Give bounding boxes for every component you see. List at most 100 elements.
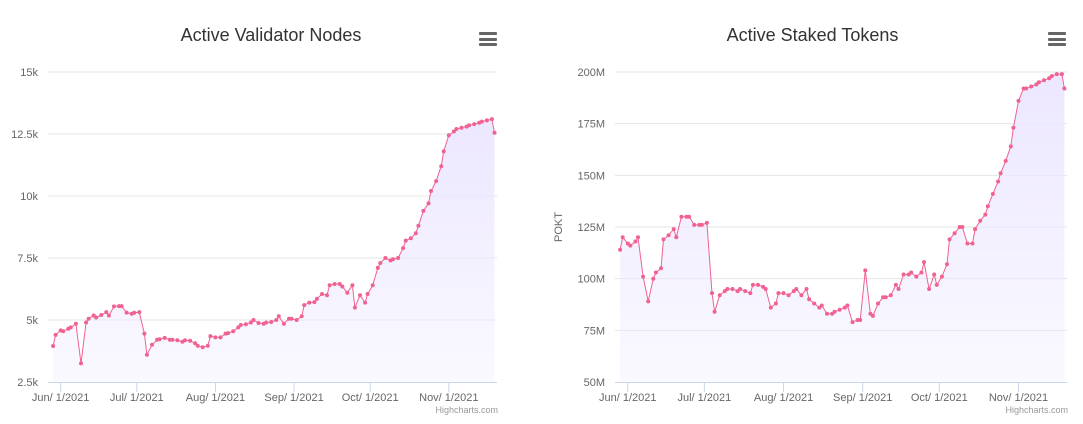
- data-point[interactable]: [274, 318, 279, 322]
- data-point[interactable]: [863, 268, 868, 273]
- data-point[interactable]: [426, 201, 431, 206]
- data-point[interactable]: [112, 304, 116, 309]
- data-point[interactable]: [641, 274, 646, 279]
- data-point[interactable]: [391, 257, 395, 262]
- data-point[interactable]: [337, 282, 342, 286]
- data-point[interactable]: [687, 214, 692, 219]
- data-point[interactable]: [730, 287, 735, 291]
- data-point[interactable]: [276, 314, 281, 319]
- data-point[interactable]: [985, 204, 990, 209]
- data-point[interactable]: [666, 233, 671, 238]
- data-point[interactable]: [876, 301, 880, 306]
- data-point[interactable]: [467, 123, 472, 128]
- data-point[interactable]: [653, 270, 658, 275]
- data-point[interactable]: [620, 235, 625, 240]
- data-point[interactable]: [73, 321, 78, 326]
- data-point[interactable]: [307, 300, 312, 305]
- chart-menu-icon[interactable]: [479, 32, 497, 48]
- data-point[interactable]: [383, 256, 388, 260]
- data-point[interactable]: [799, 293, 804, 298]
- data-point[interactable]: [794, 287, 799, 291]
- data-point[interactable]: [243, 322, 248, 327]
- data-point[interactable]: [661, 237, 666, 242]
- highcharts-credit[interactable]: Highcharts.com: [435, 405, 498, 415]
- data-point[interactable]: [365, 292, 370, 296]
- data-point[interactable]: [281, 321, 286, 326]
- data-point[interactable]: [106, 313, 111, 318]
- data-point[interactable]: [738, 287, 743, 291]
- data-point[interactable]: [850, 320, 855, 325]
- data-point[interactable]: [659, 266, 663, 271]
- data-point[interactable]: [1024, 86, 1029, 91]
- data-point[interactable]: [363, 300, 368, 305]
- data-point[interactable]: [743, 289, 748, 294]
- data-point[interactable]: [332, 282, 337, 286]
- data-point[interactable]: [893, 282, 898, 287]
- data-point[interactable]: [320, 292, 324, 296]
- data-point[interactable]: [888, 293, 893, 298]
- data-point[interactable]: [939, 274, 944, 279]
- data-point[interactable]: [325, 293, 329, 298]
- data-point[interactable]: [983, 212, 988, 217]
- data-point[interactable]: [104, 310, 109, 315]
- data-point[interactable]: [845, 303, 850, 308]
- data-point[interactable]: [264, 320, 269, 325]
- data-point[interactable]: [825, 311, 829, 316]
- data-point[interactable]: [226, 331, 231, 336]
- data-point[interactable]: [170, 337, 175, 342]
- data-point[interactable]: [408, 236, 413, 241]
- data-point[interactable]: [750, 282, 755, 287]
- data-point[interactable]: [289, 316, 294, 321]
- data-point[interactable]: [996, 179, 1001, 184]
- data-point[interactable]: [314, 296, 319, 301]
- data-point[interactable]: [231, 329, 236, 334]
- data-point[interactable]: [401, 246, 406, 251]
- data-point[interactable]: [922, 260, 926, 265]
- data-point[interactable]: [248, 320, 253, 325]
- data-point[interactable]: [218, 335, 223, 340]
- data-point[interactable]: [137, 310, 142, 315]
- data-point[interactable]: [79, 361, 83, 366]
- data-point[interactable]: [932, 272, 937, 277]
- data-point[interactable]: [914, 274, 919, 279]
- data-point[interactable]: [870, 313, 875, 318]
- data-point[interactable]: [812, 301, 817, 306]
- data-point[interactable]: [236, 325, 241, 330]
- data-point[interactable]: [773, 301, 778, 306]
- data-point[interactable]: [1029, 84, 1034, 89]
- data-point[interactable]: [901, 272, 906, 277]
- data-point[interactable]: [618, 247, 623, 252]
- data-point[interactable]: [973, 227, 978, 232]
- data-point[interactable]: [142, 331, 147, 336]
- data-point[interactable]: [370, 283, 375, 288]
- data-point[interactable]: [919, 270, 924, 275]
- data-point[interactable]: [712, 309, 717, 314]
- data-point[interactable]: [144, 352, 149, 357]
- data-point[interactable]: [934, 282, 939, 287]
- data-point[interactable]: [636, 235, 640, 240]
- data-point[interactable]: [208, 334, 213, 339]
- data-point[interactable]: [952, 231, 957, 236]
- data-point[interactable]: [84, 320, 89, 325]
- data-point[interactable]: [883, 295, 888, 300]
- data-point[interactable]: [439, 164, 444, 169]
- data-point[interactable]: [441, 149, 446, 154]
- data-point[interactable]: [947, 237, 952, 242]
- data-point[interactable]: [416, 223, 421, 228]
- data-point[interactable]: [175, 338, 180, 343]
- data-point[interactable]: [1054, 72, 1059, 77]
- data-point[interactable]: [927, 287, 932, 291]
- data-point[interactable]: [804, 287, 809, 291]
- data-point[interactable]: [704, 220, 709, 225]
- data-point[interactable]: [378, 261, 383, 265]
- data-point[interactable]: [68, 325, 73, 330]
- data-point[interactable]: [472, 122, 477, 127]
- data-point[interactable]: [651, 276, 656, 281]
- data-point[interactable]: [1011, 125, 1016, 130]
- data-point[interactable]: [978, 218, 983, 223]
- data-point[interactable]: [195, 343, 200, 348]
- data-point[interactable]: [99, 313, 104, 317]
- data-point[interactable]: [94, 315, 99, 320]
- data-point[interactable]: [157, 337, 162, 342]
- data-point[interactable]: [269, 320, 274, 324]
